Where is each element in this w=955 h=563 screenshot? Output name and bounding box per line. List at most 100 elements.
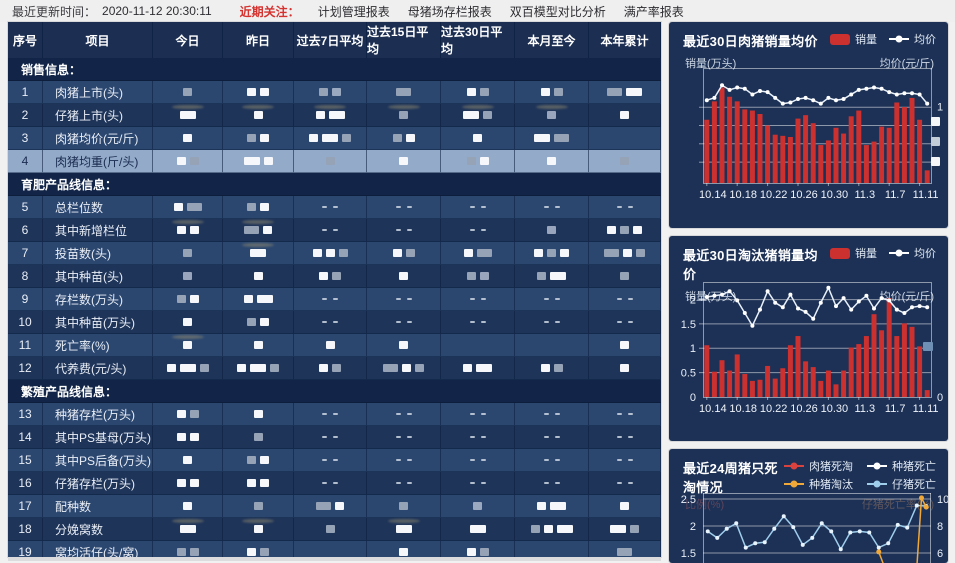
svg-text:2: 2 [690, 295, 696, 307]
table-row-9[interactable]: 9 存栏数(万头) [8, 288, 661, 311]
redacted-value-block [247, 88, 256, 96]
chart-svg-pig-sales: 1 10.14 10.18 10.22 10.26 10.30 11.3 11.7 11.11 [699, 68, 943, 201]
table-cell [367, 495, 441, 518]
table-row-3[interactable]: 3 肉猪均价(元/斤) [8, 127, 661, 150]
table-row-2[interactable]: 2 仔猪上市(头) [8, 104, 661, 127]
report-link-4[interactable]: 满产率报表 [623, 4, 684, 19]
row-label: 其中PS基母(万头) [43, 426, 153, 449]
row-number: 3 [8, 127, 43, 150]
table-row-6[interactable]: 6 其中新增栏位 [8, 219, 661, 242]
redacted-value-block [620, 157, 629, 165]
legend-item-肉猪死淘[interactable]: 肉猪死淘 [784, 458, 853, 474]
svg-text:0: 0 [690, 392, 696, 404]
table-cell [153, 288, 223, 311]
column-header-9: 本年累计 [589, 22, 661, 58]
table-row-19[interactable]: 19 窝均活仔(头/窝) [8, 541, 661, 557]
redacted-value-block [399, 111, 408, 119]
redacted-value-block [183, 249, 192, 257]
redacted-value-block [189, 410, 199, 418]
redacted-value-block [332, 88, 341, 96]
table-cell [367, 219, 441, 242]
redacted-dash [333, 436, 338, 438]
table-row-1[interactable]: 1 肉猪上市(头) [8, 81, 661, 104]
row-label: 配种数 [43, 495, 153, 518]
table-cell [223, 127, 294, 150]
redacted-value-block [183, 134, 192, 142]
redacted-value-block [466, 548, 476, 556]
legend-bar-swatch [830, 33, 850, 45]
redacted-dash [627, 298, 633, 300]
table-cell [367, 334, 441, 357]
table-cell [515, 403, 589, 426]
redacted-dash [395, 229, 401, 231]
column-header-8: 本月至今 [515, 22, 589, 58]
table-cell [153, 219, 223, 242]
redacted-value-block [332, 272, 341, 280]
svg-text:10.22: 10.22 [760, 189, 788, 201]
svg-text:8: 8 [937, 521, 943, 533]
redacted-value-block [620, 111, 629, 119]
table-cell [153, 150, 223, 173]
redacted-value-block [176, 479, 186, 487]
svg-text:1.5: 1.5 [681, 548, 696, 560]
redacted-value-block [316, 502, 331, 510]
redacted-value-block [483, 111, 492, 119]
legend-item-种猪死亡[interactable]: 种猪死亡 [867, 458, 936, 474]
table-cell [441, 311, 515, 334]
redacted-dash [395, 459, 401, 461]
table-cell [441, 196, 515, 219]
redacted-dash [333, 229, 338, 231]
table-cell [153, 127, 223, 150]
table-row-14[interactable]: 14 其中PS基母(万头) [8, 426, 661, 449]
table-row-16[interactable]: 16 仔猪存栏(万头) [8, 472, 661, 495]
legend-item-仔猪死亡[interactable]: 仔猪死亡 [867, 476, 936, 492]
svg-text:10.18: 10.18 [729, 189, 757, 201]
table-cell [515, 242, 589, 265]
redacted-dash [543, 459, 549, 461]
table-cell [589, 265, 661, 288]
table-row-10[interactable]: 10 其中种苗(万头) [8, 311, 661, 334]
table-row-4[interactable]: 4 肉猪均重(斤/头) [8, 150, 661, 173]
svg-text:10.26: 10.26 [790, 403, 818, 415]
table-row-11[interactable]: 11 死亡率(%) [8, 334, 661, 357]
redacted-value-block [263, 226, 272, 234]
column-header-6: 过去15日平均 [367, 22, 441, 58]
legend-item-均价[interactable]: 均价 [889, 245, 936, 261]
table-row-15[interactable]: 15 其中PS后备(万头) [8, 449, 661, 472]
legend-item-种猪淘汰[interactable]: 种猪淘汰 [784, 476, 853, 492]
table-cell [223, 541, 294, 557]
table-cell [441, 472, 515, 495]
table-cell [367, 541, 441, 557]
report-link-2[interactable]: 母猪场存栏报表 [407, 4, 492, 19]
redacted-value-block [270, 364, 279, 372]
table-row-5[interactable]: 5 总栏位数 [8, 196, 661, 219]
report-link-1[interactable]: 计划管理报表 [317, 4, 390, 19]
legend-item-均价[interactable]: 均价 [889, 31, 936, 47]
table-row-12[interactable]: 12 代养费(元/头) [8, 357, 661, 380]
table-cell [589, 196, 661, 219]
legend-item-销量[interactable]: 销量 [830, 245, 877, 261]
table-cell [153, 357, 223, 380]
legend-item-销量[interactable]: 销量 [830, 31, 877, 47]
table-cell [294, 495, 367, 518]
row-number: 19 [8, 541, 43, 557]
table-row-13[interactable]: 13 种猪存栏(万头) [8, 403, 661, 426]
table-cell [223, 357, 294, 380]
legend-label: 销量 [855, 248, 877, 260]
panel-header: 最近24周猪只死淘情况 肉猪死淘 种猪死亡 种猪淘汰 仔猪死亡 [669, 449, 948, 496]
table-row-8[interactable]: 8 其中种苗(头) [8, 265, 661, 288]
table-cell [515, 541, 589, 557]
table-row-18[interactable]: 18 分娩窝数 [8, 518, 661, 541]
table-row-17[interactable]: 17 配种数 [8, 495, 661, 518]
table-cell [153, 518, 223, 541]
redacted-dash [616, 206, 622, 208]
table-cell [589, 104, 661, 127]
redacted-value-block [325, 249, 335, 257]
table-row-7[interactable]: 7 投苗数(头) [8, 242, 661, 265]
report-link-3[interactable]: 双百模型对比分析 [509, 4, 606, 19]
table-cell [441, 518, 515, 541]
table-cell [294, 403, 367, 426]
table-cell [153, 541, 223, 557]
redacted-value-block [322, 134, 338, 142]
redacted-value-block [550, 272, 566, 280]
